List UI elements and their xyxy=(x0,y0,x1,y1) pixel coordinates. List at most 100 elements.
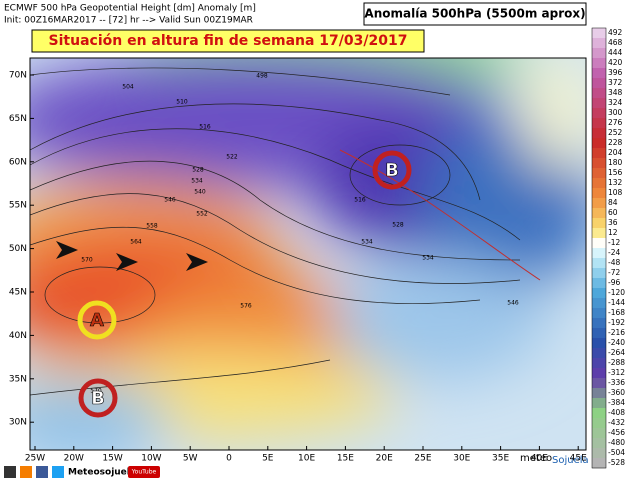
lat-label: 50N xyxy=(9,244,27,254)
colorbar-cell xyxy=(592,98,606,109)
video-icon[interactable] xyxy=(128,466,160,478)
colorbar-label: -480 xyxy=(608,438,625,447)
wind-arrow xyxy=(56,241,78,259)
colorbar-label: 132 xyxy=(608,178,623,187)
colorbar-cell xyxy=(592,368,606,379)
contour-label: 564 xyxy=(130,239,142,246)
lon-label: 10E xyxy=(298,454,315,464)
lon-label: 35E xyxy=(492,454,509,464)
lon-label: 25W xyxy=(25,454,45,464)
header-line: ECMWF 500 hPa Geopotential Height [dm] A… xyxy=(4,4,256,14)
colorbar-label: 300 xyxy=(608,108,623,117)
lat-label: 70N xyxy=(9,71,27,81)
colorbar-label: 276 xyxy=(608,118,623,127)
colorbar-cell xyxy=(592,128,606,139)
colorbar-label: -432 xyxy=(608,418,625,427)
colorbar-cell xyxy=(592,188,606,199)
colorbar-label: -24 xyxy=(608,248,620,257)
colorbar-cell xyxy=(592,48,606,59)
colorbar-cell xyxy=(592,118,606,129)
icon[interactable] xyxy=(4,466,16,478)
colorbar-label: -96 xyxy=(608,278,620,287)
contour-label: 510 xyxy=(176,99,188,106)
footer-brand[interactable]: Meteosojuela xyxy=(68,468,136,478)
colorbar-label: 252 xyxy=(608,128,623,137)
colorbar-cell xyxy=(592,228,606,239)
contour-label: 546 xyxy=(507,300,519,307)
colorbar-cell xyxy=(592,438,606,449)
logo-text: meteo xyxy=(520,453,552,464)
contour-label: 558 xyxy=(146,223,158,230)
contour-label: 534 xyxy=(191,178,203,185)
header-title: Anomalía 500hPa (5500m aprox) xyxy=(364,7,585,21)
colorbar-cell xyxy=(592,288,606,299)
colorbar-label: -216 xyxy=(608,328,625,337)
contour-label: 570 xyxy=(90,388,102,395)
contour-label: 552 xyxy=(196,211,208,218)
colorbar-cell xyxy=(592,318,606,329)
lon-label: 20W xyxy=(64,454,84,464)
colorbar-label: 12 xyxy=(608,228,618,237)
colorbar-cell xyxy=(592,268,606,279)
title: Situación en altura fin de semana 17/03/… xyxy=(49,33,408,49)
colorbar-label: 348 xyxy=(608,88,623,97)
colorbar-label: 444 xyxy=(608,48,623,57)
colorbar-label: 108 xyxy=(608,188,623,197)
colorbar-label: -264 xyxy=(608,348,625,357)
header-line: Init: 00Z16MAR2017 -- [72] hr --> Valid … xyxy=(4,16,253,26)
lon-label: 15E xyxy=(337,454,354,464)
lon-label: 20E xyxy=(376,454,393,464)
center-ring xyxy=(78,378,118,418)
colorbar-label: -456 xyxy=(608,428,625,437)
wind-arrow xyxy=(116,253,138,271)
lon-label: 5W xyxy=(183,454,198,464)
colorbar-frame xyxy=(591,27,607,469)
colorbar-label: 156 xyxy=(608,168,623,177)
colorbar-label: -408 xyxy=(608,408,625,417)
colorbar-cell xyxy=(592,248,606,259)
lat-label: 35N xyxy=(9,374,27,384)
colorbar-cell xyxy=(592,68,606,79)
colorbar-cell xyxy=(592,418,606,429)
colorbar-label: -12 xyxy=(608,238,620,247)
colorbar-cell xyxy=(592,88,606,99)
colorbar-cell xyxy=(592,408,606,419)
colorbar-label: 396 xyxy=(608,68,623,77)
colorbar-cell xyxy=(592,38,606,49)
colorbar-cell xyxy=(592,148,606,159)
colorbar-label: -288 xyxy=(608,358,625,367)
colorbar-label: 180 xyxy=(608,158,623,167)
lon-label: 30E xyxy=(453,454,470,464)
icon[interactable] xyxy=(20,466,32,478)
colorbar-cell xyxy=(592,198,606,209)
colorbar-cell xyxy=(592,58,606,69)
colorbar-label: -120 xyxy=(608,288,625,297)
colorbar-label: -72 xyxy=(608,268,620,277)
colorbar-label: 84 xyxy=(608,198,618,207)
colorbar-cell xyxy=(592,328,606,339)
colorbar-label: -384 xyxy=(608,398,625,407)
colorbar-label: -528 xyxy=(608,458,625,467)
colorbar-label: 492 xyxy=(608,28,623,37)
colorbar-cell xyxy=(592,108,606,119)
lat-label: 55N xyxy=(9,201,27,211)
lat-label: 65N xyxy=(9,114,27,124)
video-label[interactable]: YouTube xyxy=(131,469,157,476)
colorbar-cell xyxy=(592,378,606,389)
colorbar-cell xyxy=(592,298,606,309)
colorbar-label: 36 xyxy=(608,218,618,227)
contour-label: 498 xyxy=(256,73,268,80)
contour-label: 540 xyxy=(194,189,206,196)
colorbar-label: 324 xyxy=(608,98,623,107)
icon[interactable] xyxy=(52,466,64,478)
lon-label: 0 xyxy=(226,454,232,464)
colorbar-cell xyxy=(592,448,606,459)
pressure-center: A xyxy=(90,310,104,331)
colorbar-cell xyxy=(592,358,606,369)
colorbar-label: -240 xyxy=(608,338,625,347)
colorbar-label: -336 xyxy=(608,378,625,387)
icon[interactable] xyxy=(36,466,48,478)
colorbar-label: -168 xyxy=(608,308,625,317)
